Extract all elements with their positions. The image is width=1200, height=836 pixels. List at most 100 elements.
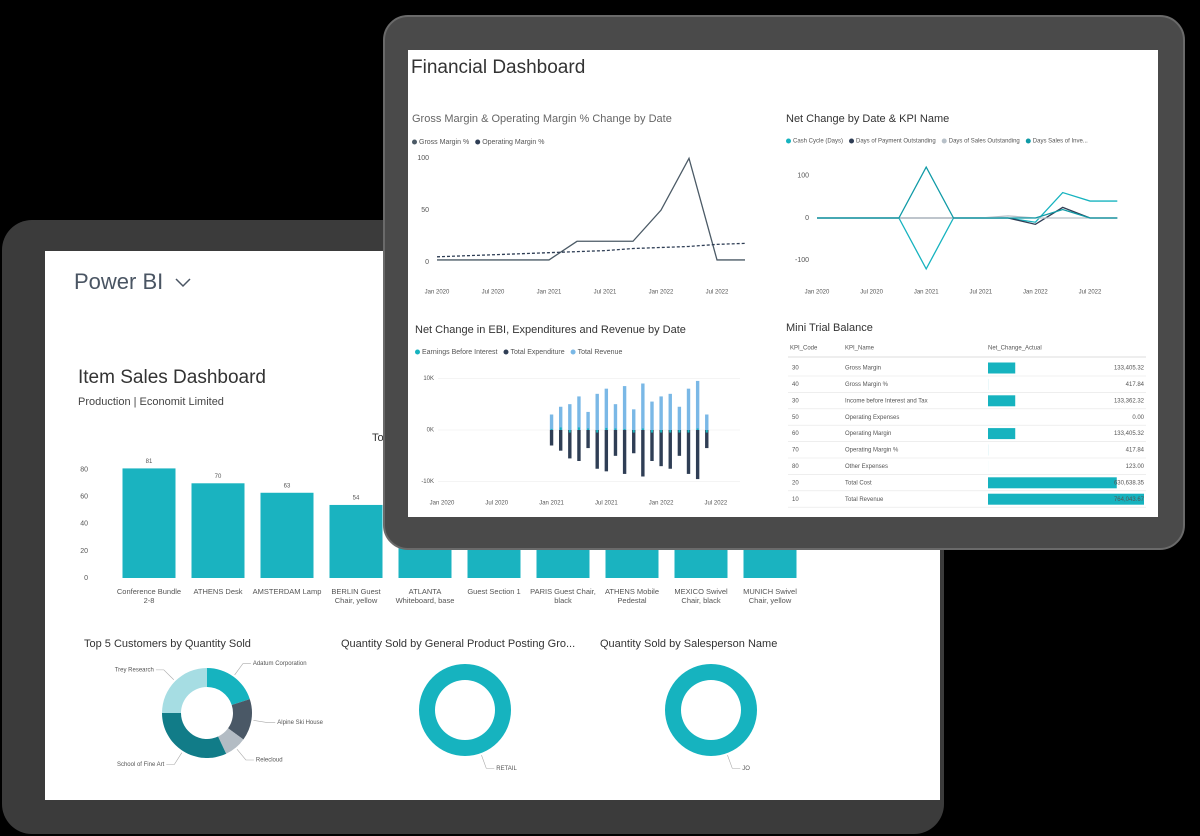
x-tick-label: BERLIN Guest Chair, yellow	[331, 587, 381, 605]
x-tick-label: Jan 2022	[649, 290, 674, 296]
cell: 10	[792, 497, 799, 503]
legend-label: Operating Margin %	[482, 139, 544, 146]
x-tick-label: Jul 2020	[482, 290, 505, 296]
data-label: 54	[353, 496, 360, 502]
dashboard-title: Financial Dashboard	[411, 57, 585, 78]
bar	[660, 430, 663, 433]
chart-title: Gross Margin & Operating Margin % Change…	[412, 113, 672, 125]
legend-label: Total Expenditure	[511, 349, 565, 356]
cell: 30	[792, 366, 799, 372]
cell: 0.00	[1132, 415, 1144, 421]
donut-segment	[162, 713, 227, 758]
data-bar	[988, 428, 1016, 440]
bar	[586, 430, 590, 449]
x-tick-label: Jul 2021	[595, 501, 618, 507]
bar	[677, 430, 682, 456]
bar	[568, 404, 572, 430]
bar	[260, 492, 314, 578]
cell: 133,405.32	[1114, 366, 1145, 372]
x-tick-label: Jan 2021	[539, 501, 564, 507]
bar	[695, 430, 700, 480]
brand-chevron[interactable]	[175, 278, 191, 288]
donut-segment	[207, 668, 250, 705]
bar	[678, 430, 681, 433]
bar	[577, 427, 580, 430]
bar	[549, 414, 554, 430]
slice-label: Trey Research	[115, 667, 154, 673]
cell: 80	[792, 464, 799, 470]
slice-label: School of Fine Art	[117, 762, 165, 768]
cell: Operating Expenses	[845, 415, 899, 421]
legend-label: Total Revenue	[578, 349, 623, 356]
cell: 417.84	[1126, 382, 1145, 388]
legend-label: Days of Sales Outstanding	[949, 139, 1020, 145]
bar	[604, 388, 609, 430]
leader-line	[253, 720, 276, 723]
column-header: Net_Change_Actual	[988, 346, 1042, 352]
x-tick-label: Jan 2020	[805, 290, 830, 296]
y-tick-label: 20	[80, 548, 88, 555]
legend-marker	[415, 349, 420, 355]
chart-title: Net Change in EBI, Expenditures and Reve…	[415, 324, 686, 336]
data-label: 81	[146, 459, 153, 465]
column-header: KPI_Name	[845, 346, 875, 352]
bar	[605, 427, 608, 430]
bar	[191, 483, 245, 578]
x-tick-label: Jul 2021	[594, 290, 617, 296]
bar	[705, 430, 708, 433]
x-tick-label: Jul 2022	[1079, 290, 1102, 296]
bar	[622, 386, 627, 430]
cell: 40	[792, 382, 799, 388]
x-tick-label: MEXICO Swivel Chair, black	[674, 587, 728, 605]
cell: 50	[792, 415, 799, 421]
bar	[568, 430, 572, 459]
cell: 70	[792, 448, 799, 454]
bar	[559, 427, 562, 430]
y-tick-label: 0	[805, 215, 809, 222]
x-tick-label: Conference Bundle 2-8	[116, 587, 182, 605]
legend-marker	[475, 139, 481, 145]
chart-title: Net Change by Date & KPI Name	[786, 113, 949, 125]
x-tick-label: Jan 2022	[649, 501, 674, 507]
cell: 630,638.35	[1114, 480, 1145, 486]
cell: 20	[792, 480, 799, 486]
bar	[558, 406, 563, 430]
data-bar	[988, 493, 1144, 505]
dashboard-subtitle: Production | Economit Limited	[78, 396, 224, 408]
bar	[586, 411, 590, 430]
slice-label: Adatum Corporation	[253, 661, 307, 667]
legend-label: Earnings Before Interest	[422, 349, 498, 356]
x-tick-label: PARIS Guest Chair, black	[530, 587, 596, 605]
cell: 60	[792, 431, 799, 437]
data-label: 70	[215, 474, 222, 480]
leader-line	[166, 752, 183, 765]
y-tick-label: 100	[797, 172, 809, 179]
bar	[650, 430, 654, 461]
bar	[669, 430, 672, 433]
legend-marker	[1025, 138, 1031, 144]
bar	[659, 430, 663, 467]
donut-segment	[162, 668, 207, 713]
legend-marker	[570, 349, 576, 355]
x-tick-label: AMSTERDAM Lamp	[252, 587, 322, 596]
chart-title: Quantity Sold by General Product Posting…	[341, 638, 575, 650]
x-tick-label: Jul 2021	[969, 290, 992, 296]
bar	[329, 504, 383, 578]
bar	[568, 430, 571, 433]
cell: Operating Margin %	[845, 448, 899, 454]
bar	[604, 430, 609, 472]
y-tick-label: -100	[795, 257, 809, 264]
cell: Other Expenses	[845, 464, 888, 470]
line-series	[437, 156, 745, 261]
bar	[705, 414, 709, 430]
legend-marker	[412, 139, 417, 145]
y-tick-label: 0	[84, 575, 88, 582]
leader-line	[155, 669, 174, 680]
bar	[549, 430, 554, 446]
cell: Income before Interest and Tax	[845, 398, 928, 404]
slice-label: JO	[742, 766, 750, 772]
bar	[695, 380, 700, 430]
